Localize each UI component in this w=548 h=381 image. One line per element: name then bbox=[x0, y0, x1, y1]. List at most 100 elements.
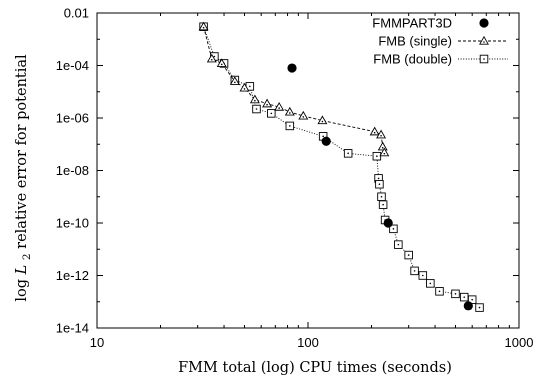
data-point bbox=[267, 109, 276, 118]
triangle-marker-dot bbox=[483, 41, 485, 43]
data-point bbox=[369, 126, 380, 136]
series-layer bbox=[198, 21, 484, 312]
square-marker-dot bbox=[380, 195, 383, 198]
data-point bbox=[378, 200, 388, 209]
data-point bbox=[389, 224, 398, 234]
square-marker-dot bbox=[429, 282, 432, 285]
data-point bbox=[463, 301, 473, 311]
triangle-marker-shape bbox=[377, 141, 388, 151]
data-point bbox=[317, 115, 328, 125]
data-point bbox=[298, 110, 309, 120]
square-marker-dot bbox=[322, 135, 324, 138]
square-marker-dot bbox=[438, 290, 441, 293]
data-point bbox=[375, 179, 384, 189]
y-tick-label: 0.01 bbox=[64, 6, 89, 21]
data-point bbox=[404, 250, 413, 260]
y-axis-title-prefix: log bbox=[14, 274, 30, 301]
legend-marker bbox=[479, 54, 489, 64]
triangle-marker-dot bbox=[266, 103, 268, 106]
square-marker-dot bbox=[382, 203, 384, 206]
triangle-marker-shape bbox=[376, 129, 387, 139]
legend-label: FMMPART3D bbox=[372, 16, 452, 31]
square-marker-dot bbox=[454, 293, 457, 295]
data-point bbox=[216, 58, 227, 68]
y-tick-label: 1e-06 bbox=[56, 111, 89, 126]
x-tick-label: 1000 bbox=[505, 335, 534, 350]
triangle-marker-dot bbox=[383, 152, 386, 155]
square-marker-dot bbox=[471, 298, 473, 301]
triangle-marker-shape bbox=[274, 101, 285, 111]
data-point bbox=[206, 53, 217, 63]
y-axis-title-symbol: L bbox=[14, 265, 30, 276]
triangle-marker-shape bbox=[317, 115, 328, 125]
square-marker-dot bbox=[270, 112, 273, 115]
data-point bbox=[262, 98, 273, 108]
data-point bbox=[379, 147, 390, 157]
triangle-marker-dot bbox=[380, 134, 382, 137]
y-axis-title-suffix: relative error for potential bbox=[14, 54, 30, 249]
data-point bbox=[284, 106, 295, 116]
triangle-marker-shape bbox=[262, 98, 273, 108]
triangle-marker-dot bbox=[234, 81, 236, 84]
triangle-marker-shape bbox=[298, 110, 309, 120]
square-marker-dot bbox=[376, 155, 378, 158]
triangle-marker-shape bbox=[379, 147, 390, 157]
legend: FMMPART3D FMB (single) FMB (double) bbox=[372, 16, 508, 67]
data-point bbox=[459, 292, 469, 302]
square-marker-dot bbox=[213, 55, 216, 58]
data-point bbox=[435, 287, 444, 296]
triangle-marker-shape bbox=[206, 53, 217, 63]
y-tick-label: 1e-14 bbox=[56, 321, 89, 336]
triangle-marker-shape bbox=[249, 94, 260, 104]
triangle-marker-shape bbox=[369, 126, 380, 136]
triangle-marker-dot bbox=[302, 116, 305, 118]
y-tick-label: 1e-12 bbox=[56, 268, 89, 283]
data-point bbox=[198, 21, 209, 31]
data-point bbox=[285, 121, 295, 131]
data-point bbox=[451, 289, 460, 299]
triangle-marker-dot bbox=[381, 146, 384, 149]
data-point bbox=[252, 104, 261, 114]
triangle-marker-dot bbox=[321, 120, 324, 123]
triangle-marker-shape bbox=[284, 106, 295, 116]
triangle-marker-dot bbox=[254, 99, 256, 102]
data-point bbox=[287, 63, 297, 73]
data-point bbox=[372, 151, 382, 161]
y-tick-label: 1e-04 bbox=[56, 58, 89, 73]
series-fmmpart3d bbox=[287, 63, 473, 311]
triangle-marker-shape bbox=[239, 82, 250, 92]
triangle-marker-shape bbox=[479, 35, 489, 45]
series-line bbox=[203, 26, 385, 153]
triangle-marker-dot bbox=[278, 107, 280, 109]
square-marker-dot bbox=[347, 152, 349, 155]
triangle-marker-dot bbox=[202, 26, 205, 29]
y-tick-label: 1e-10 bbox=[56, 216, 89, 231]
y-axis-title-subscript: 2 bbox=[21, 253, 33, 260]
data-point bbox=[239, 82, 250, 92]
legend-marker bbox=[479, 35, 489, 45]
triangle-marker-dot bbox=[373, 131, 376, 134]
data-point bbox=[376, 129, 387, 139]
data-point bbox=[377, 141, 388, 151]
data-point bbox=[383, 218, 393, 228]
triangle-marker-shape bbox=[216, 58, 227, 68]
data-point bbox=[249, 94, 260, 104]
legend-label: FMB (single) bbox=[378, 34, 452, 49]
square-marker-dot bbox=[421, 274, 424, 277]
x-tick-label: 10 bbox=[90, 335, 104, 350]
square-marker-dot bbox=[249, 85, 251, 88]
triangle-marker-dot bbox=[289, 112, 291, 114]
plot-border bbox=[96, 12, 520, 329]
data-point bbox=[394, 240, 403, 249]
triangle-marker-dot bbox=[210, 58, 213, 61]
data-point bbox=[343, 149, 353, 158]
y-tick-label: 1e-08 bbox=[56, 163, 89, 178]
square-marker-dot bbox=[407, 254, 410, 256]
data-point bbox=[274, 101, 285, 111]
series-fmb-single bbox=[198, 21, 390, 157]
square-marker-dot bbox=[392, 228, 395, 230]
square-marker-dot bbox=[413, 270, 416, 272]
data-point bbox=[377, 192, 386, 201]
